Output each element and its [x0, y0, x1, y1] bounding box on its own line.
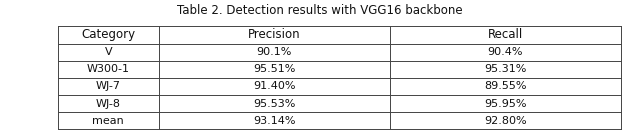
Text: 93.14%: 93.14%: [253, 116, 296, 126]
Text: Precision: Precision: [248, 29, 301, 41]
Text: W300-1: W300-1: [87, 64, 130, 74]
Text: 90.4%: 90.4%: [488, 47, 523, 57]
Text: 92.80%: 92.80%: [484, 116, 527, 126]
Text: 95.53%: 95.53%: [253, 99, 296, 109]
Text: 91.40%: 91.40%: [253, 81, 296, 91]
Text: Category: Category: [81, 29, 135, 41]
Text: 89.55%: 89.55%: [484, 81, 527, 91]
Text: mean: mean: [92, 116, 124, 126]
Text: Table 2. Detection results with VGG16 backbone: Table 2. Detection results with VGG16 ba…: [177, 4, 463, 17]
Text: 95.95%: 95.95%: [484, 99, 527, 109]
Text: V: V: [104, 47, 112, 57]
Text: 95.31%: 95.31%: [484, 64, 527, 74]
Text: 90.1%: 90.1%: [257, 47, 292, 57]
Text: Recall: Recall: [488, 29, 523, 41]
Text: WJ-7: WJ-7: [96, 81, 121, 91]
Text: 95.51%: 95.51%: [253, 64, 296, 74]
Text: WJ-8: WJ-8: [96, 99, 121, 109]
